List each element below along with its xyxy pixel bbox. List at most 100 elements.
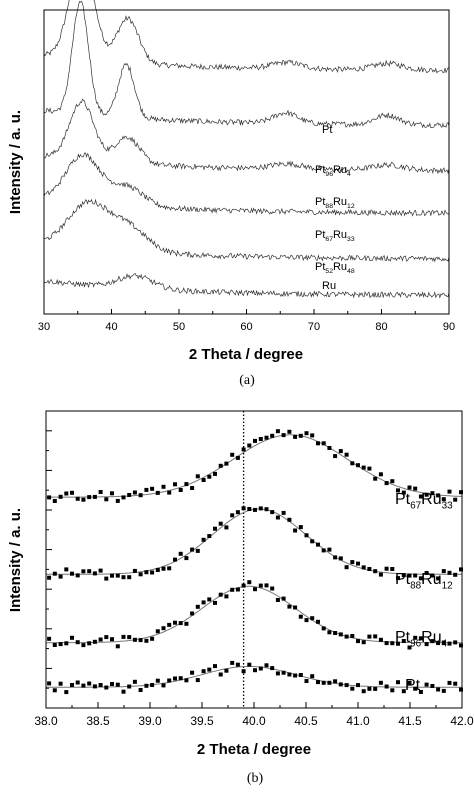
panel-a-tick-labels: 30 40 50 60 70 80 90 (38, 321, 455, 333)
panel-b-data-point (281, 670, 286, 675)
panel-b-data-point (384, 566, 389, 571)
panel-b-data-point (453, 681, 458, 686)
panel-b-data-point (127, 684, 132, 689)
panel-b-data-point (195, 548, 200, 553)
panel-b-data-point (418, 636, 423, 641)
panel-b-data-point (413, 573, 418, 578)
panel-b-data-point (224, 461, 229, 466)
panel-b-data-point (396, 576, 400, 581)
panel-b-data-point (58, 494, 63, 499)
panel-b-data-point (104, 497, 109, 502)
panel-b-data-point (213, 664, 217, 669)
panel-b-data-point (190, 611, 195, 616)
panel-b-data-point (70, 571, 74, 576)
panel-b-data-point (64, 641, 69, 646)
panel-b-data-point (298, 614, 303, 619)
panel-b-data-point (213, 471, 217, 476)
panel-b-data-point (270, 586, 275, 591)
panel-b-data-point (361, 640, 366, 645)
panel-b-data-point (52, 571, 57, 576)
panel-b-data-point (178, 676, 183, 681)
panel-b-data-point (132, 679, 137, 684)
panel-b-tick-labels: 38.0 38.5 39.0 39.5 40.0 40.5 41.0 41.5 42.0 (34, 714, 474, 728)
panel-b-data-point (378, 680, 383, 685)
panel-a-series-line-3 (43, 152, 450, 217)
panel-b-data-point (115, 682, 120, 687)
panel-b-data-point (338, 556, 343, 561)
panel-b-data-point (138, 638, 143, 643)
panel-a-series-line-1 (43, 0, 450, 129)
panel-b-data-point (287, 517, 292, 522)
panel-b-data-point (344, 683, 349, 688)
panel-b-data-point (75, 680, 80, 685)
panel-b-data-point (184, 621, 189, 626)
panel-b-x-axis-title: 2 Theta / degree (197, 741, 311, 758)
panel-a-ticks (43, 309, 450, 314)
panel-b-fit-curve-3 (46, 665, 462, 688)
panel-b-data-point (401, 689, 406, 694)
panel-b-data-point (70, 683, 74, 687)
panel-b-data-point (247, 443, 252, 448)
panel-b-data-point (430, 573, 435, 578)
panel-b-data-point (47, 495, 52, 500)
panel-b-data-point (70, 635, 74, 640)
panel-b-data-point (115, 498, 120, 503)
panel-b-data-point (201, 537, 206, 542)
panel-a-x-tick-label-0: 30 (38, 321, 50, 333)
panel-b-data-point (98, 637, 103, 642)
panel-b-data-point (396, 680, 400, 685)
panel-b-data-point (459, 490, 463, 495)
panel-b-data-point (401, 573, 406, 578)
panel-b-data-point (58, 574, 63, 579)
panel-b-data-point (298, 673, 303, 677)
panel-b-data-point (173, 620, 177, 625)
panel-b-data-point (161, 626, 166, 631)
panel-a-series-labels: Pt Pt96Ru4 Pt88Ru12 Pt67Ru33 Pt52Ru48 Ru (315, 124, 355, 292)
panel-b-data-point (253, 668, 257, 673)
panel-b-data-point (287, 604, 292, 609)
panel-a-series-label-4: Pt52Ru48 (315, 261, 355, 275)
panel-a-x-tick-label-2: 50 (173, 321, 185, 333)
panel-b-data-point (92, 639, 97, 644)
panel-b-data-point (281, 433, 286, 438)
panel-b-data-point (373, 634, 378, 639)
panel-b-data-point (321, 441, 326, 446)
panel-b-data-point (327, 446, 332, 450)
panel-b-data-point (424, 571, 429, 575)
panel-b-data-point (390, 641, 395, 646)
panel-b-data-point (184, 482, 189, 487)
panel-b-data-point (361, 689, 366, 694)
panel-b-x-tick-label-1: 38.5 (86, 714, 110, 728)
panel-b-data-point (178, 551, 183, 556)
panel-b-data-point (247, 507, 252, 511)
panel-b-data-point (338, 632, 343, 637)
panel-b-data-point (235, 587, 240, 592)
panel-b-data-point (75, 640, 80, 645)
panel-b-data-point (436, 576, 441, 581)
panel-b-data-point (207, 534, 212, 538)
panel-b-data-point (92, 494, 97, 499)
panel-b-data-point (298, 433, 303, 438)
panel-b-data-point (247, 662, 252, 667)
panel-b-data-point (87, 495, 92, 500)
panel-b-data-point (224, 525, 229, 530)
panel-b-data-point (270, 666, 275, 671)
panel-b-data-point (81, 683, 86, 688)
panel-b-data-point (384, 684, 389, 689)
panel-b-data-point (52, 643, 57, 647)
panel-b-data-point (110, 637, 114, 642)
panel-b-data-point (161, 566, 166, 571)
panel-b-data-point (333, 555, 338, 560)
panel-b-data-point (441, 497, 446, 502)
panel-b-series-label-0: Pt67Ru33 (395, 491, 453, 511)
panel-b-data-point (413, 635, 418, 640)
panel-a-caption: (a) (239, 373, 255, 388)
panel-a-x-axis-title: 2 Theta / degree (189, 346, 303, 363)
panel-b-data-point (87, 681, 92, 686)
panel-a-x-tick-label-1: 40 (105, 321, 117, 333)
panel-b-data-point (98, 490, 103, 494)
panel-b-data-point (70, 490, 74, 495)
panel-b-x-tick-label-4: 40.0 (242, 714, 266, 728)
panel-b-data-point (396, 641, 400, 646)
panel-b-data-point (115, 573, 120, 578)
